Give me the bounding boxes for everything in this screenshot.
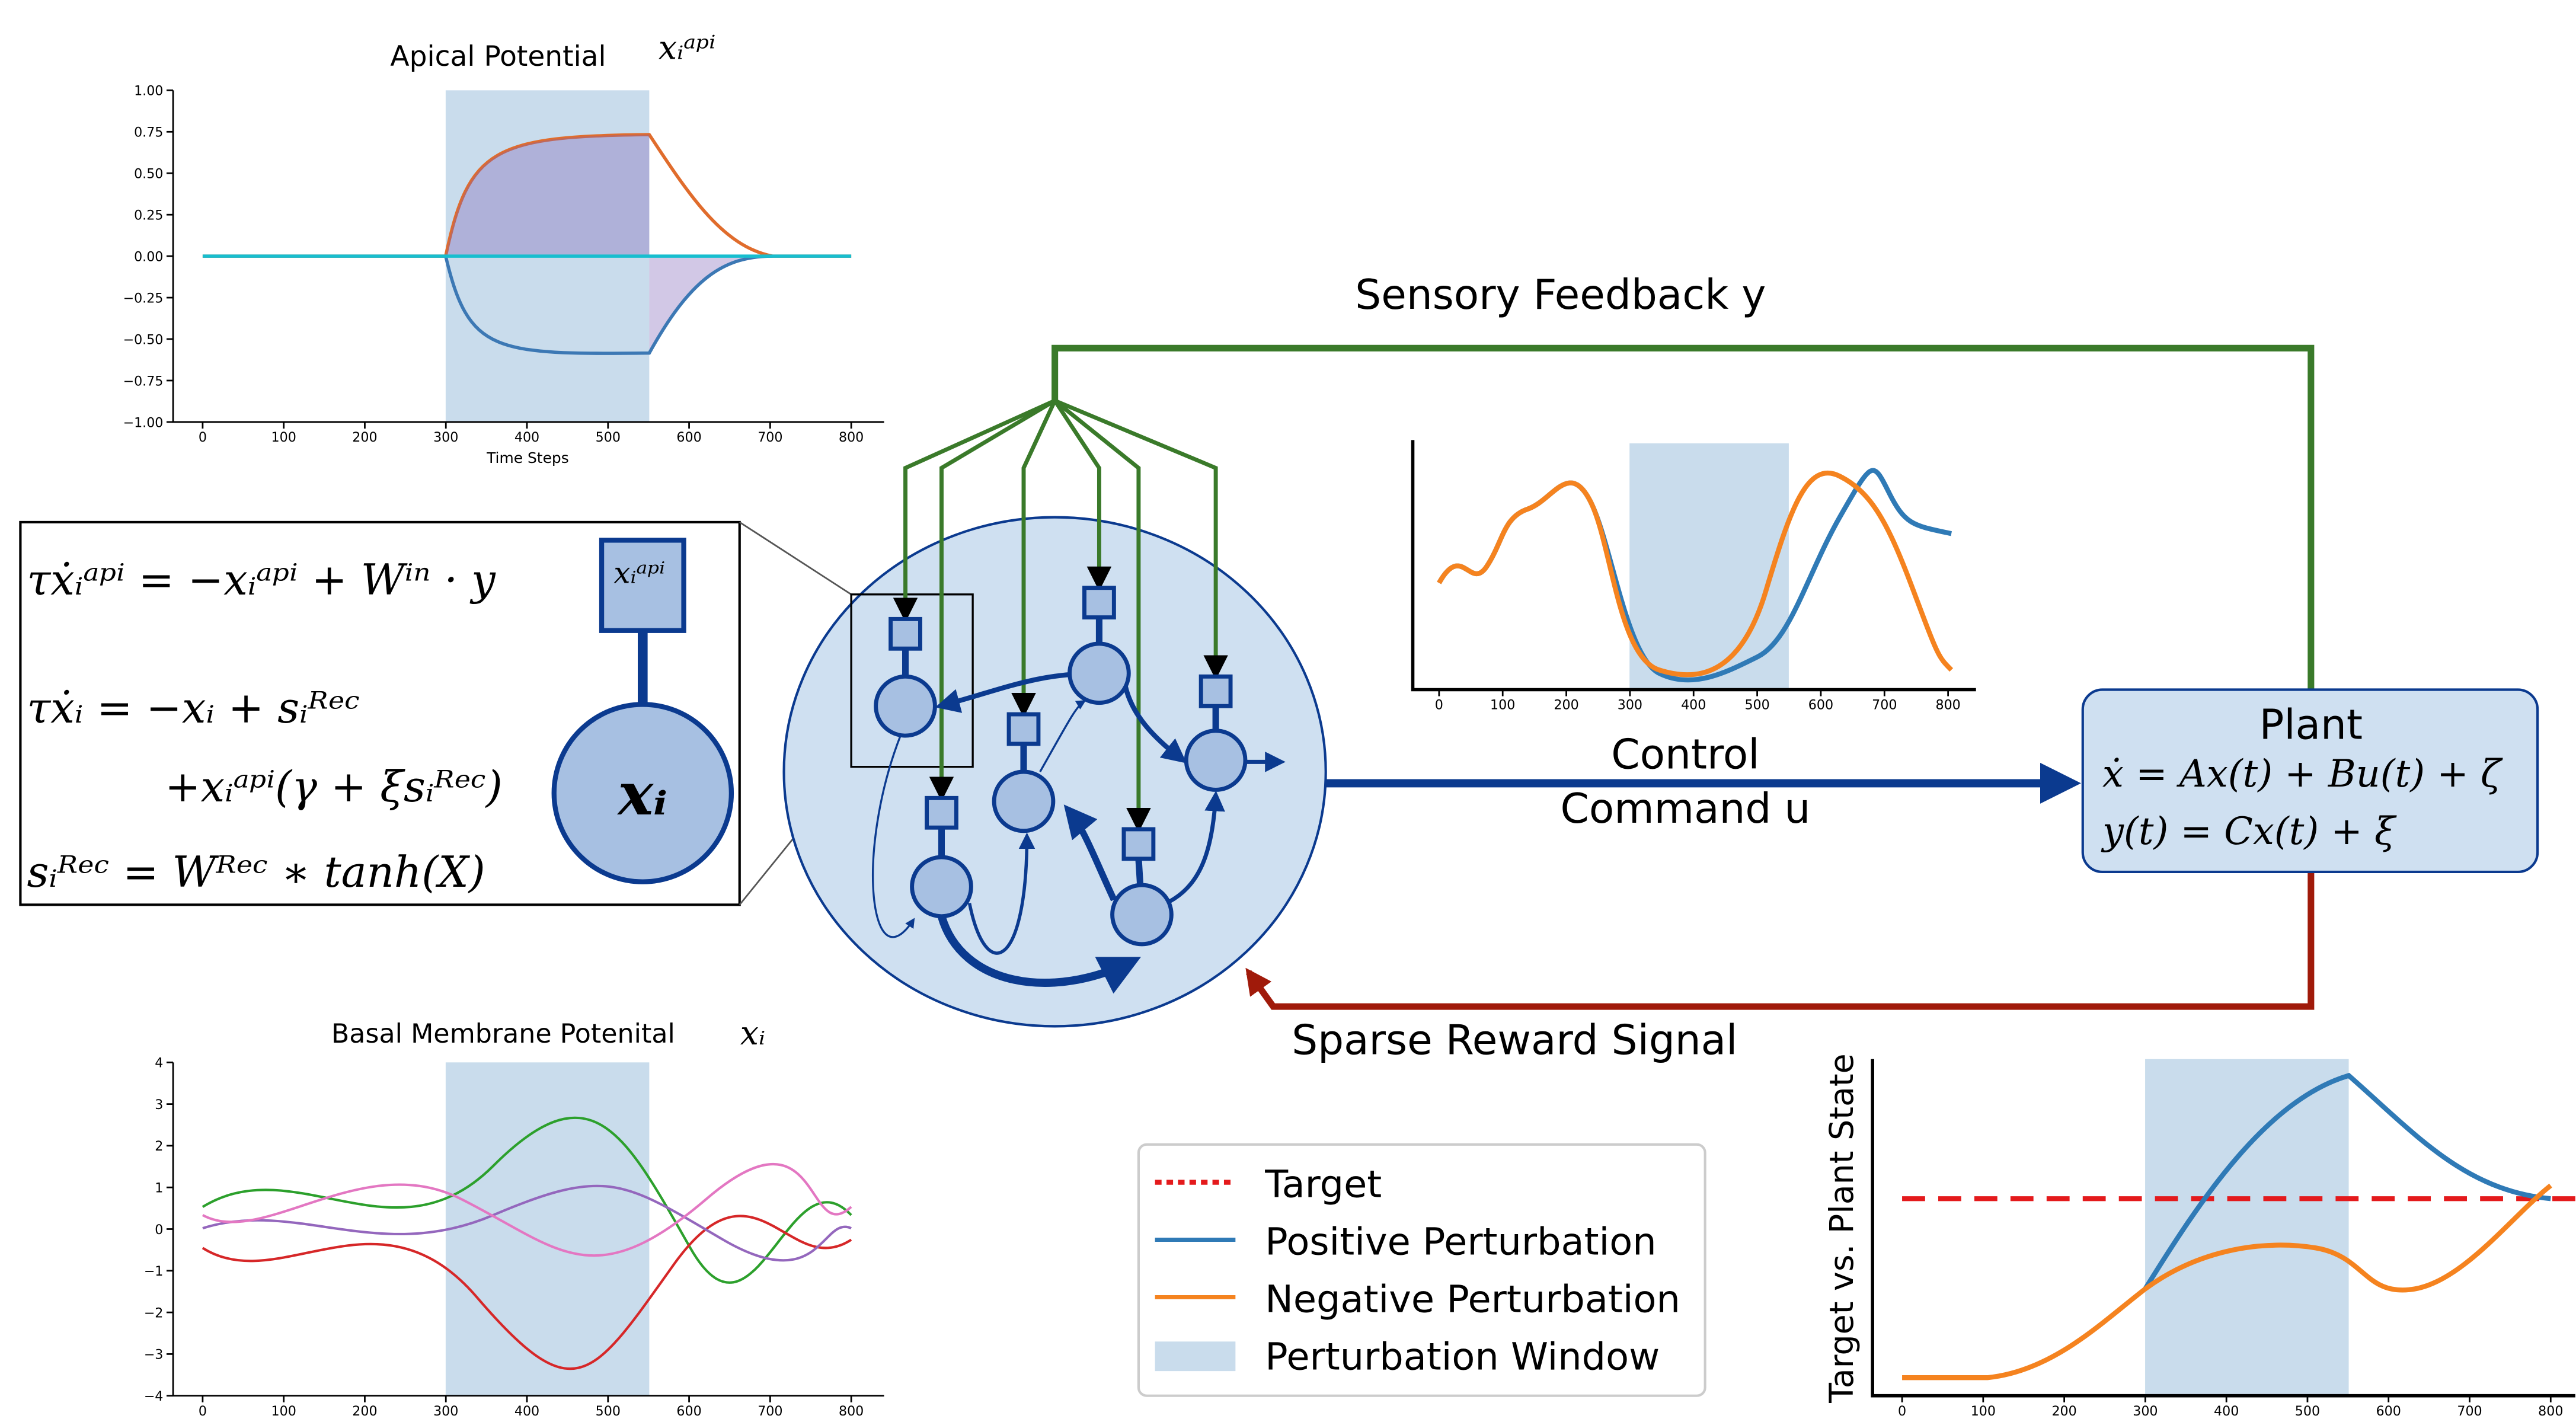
x-tick-label: 300 (2133, 1404, 2158, 1419)
label: xᵢ (740, 1015, 765, 1053)
y-tick-label: −4 (144, 1389, 164, 1404)
x-tick-label: 800 (2538, 1404, 2563, 1419)
x-tick-label: 300 (1618, 698, 1642, 713)
y-tick-label: 0 (155, 1222, 163, 1238)
x-tick-label: 0 (1435, 698, 1443, 713)
y-tick-label: −0.25 (123, 290, 164, 306)
y-tick-label: 2 (155, 1139, 163, 1154)
x-tick-label: 100 (271, 430, 296, 445)
y-tick-label: −1.00 (123, 415, 164, 430)
label: τẋᵢᵃᵖⁱ = −xᵢᵃᵖⁱ + Wⁱⁿ · y (27, 555, 496, 605)
x-tick-label: 500 (1744, 698, 1769, 713)
page: {"apical_panel":{"title":"Apical Potenti… (0, 0, 2576, 1422)
x-tick-label: 300 (433, 1404, 458, 1419)
node (912, 857, 971, 916)
line (740, 522, 851, 595)
x-tick-label: 800 (839, 430, 864, 445)
label: Command u (1560, 785, 1810, 833)
x-tick-label: 400 (1681, 698, 1706, 713)
node (1186, 731, 1245, 790)
y-tick-label: 1.00 (134, 84, 163, 99)
label: Sparse Reward Signal (1292, 1017, 1737, 1064)
y-tick-label: −1 (144, 1264, 164, 1279)
x-tick-label: 500 (596, 1404, 621, 1419)
y-tick-label: 4 (155, 1056, 163, 1071)
x-tick-label: 700 (1872, 698, 1897, 713)
label: Time Steps (486, 449, 569, 466)
shape (2145, 1059, 2349, 1396)
shape (1124, 829, 1153, 859)
figure: Apical Potential xᵢᵃᵖⁱ Time Steps Basal … (0, 0, 2576, 1422)
x-tick-label: 100 (1971, 1404, 1996, 1419)
x-tick-label: 500 (596, 430, 621, 445)
y-tick-label: −3 (144, 1347, 164, 1363)
label: y(t) = Cx(t) + ξ (2101, 810, 2397, 854)
label: sᵢᴿᵉᶜ = Wᴿᵉᶜ ∗ tanh(X) (27, 847, 485, 897)
x-tick-label: 200 (2051, 1404, 2076, 1419)
shape (1009, 714, 1038, 744)
shape (891, 619, 921, 648)
node (994, 772, 1053, 831)
connector (1249, 872, 2311, 1006)
x-tick-label: 800 (1935, 698, 1960, 713)
y-tick-label: 3 (155, 1097, 163, 1113)
x-tick-label: 200 (1554, 698, 1578, 713)
label: Plant (2259, 702, 2363, 749)
x-tick-label: 600 (2376, 1404, 2401, 1419)
label: Negative Perturbation (1265, 1277, 1680, 1321)
label: xᵢ (617, 759, 667, 829)
label: ẋ = Ax(t) + Bu(t) + ζ (2102, 752, 2503, 796)
x-tick-label: 0 (1898, 1404, 1906, 1419)
y-tick-label: −0.75 (123, 373, 164, 389)
label: Perturbation Window (1265, 1335, 1660, 1379)
x-tick-label: 600 (676, 430, 701, 445)
x-tick-label: 700 (758, 430, 782, 445)
label: Target vs. Plant State (1823, 1053, 1861, 1404)
x-tick-label: 200 (352, 1404, 377, 1419)
x-tick-label: 200 (352, 430, 377, 445)
node (876, 676, 935, 736)
label: Target (1264, 1162, 1382, 1206)
shape (1084, 588, 1114, 618)
label: xᵢᵃᵖⁱ (613, 555, 665, 590)
shape (446, 1062, 650, 1395)
line (1139, 859, 1140, 885)
label: xᵢᵃᵖⁱ (659, 30, 715, 68)
x-tick-label: 700 (2457, 1404, 2482, 1419)
label: τẋᵢ = −xᵢ + sᵢᴿᵉᶜ (27, 683, 360, 733)
x-tick-label: 100 (1490, 698, 1515, 713)
label: Positive Perturbation (1265, 1220, 1656, 1264)
x-tick-label: 800 (839, 1404, 864, 1419)
y-tick-label: 0.50 (134, 167, 163, 182)
shape (927, 798, 957, 827)
x-tick-label: 600 (676, 1404, 701, 1419)
x-tick-label: 400 (514, 1404, 539, 1419)
y-tick-label: 0.75 (134, 125, 163, 140)
x-tick-label: 400 (514, 430, 539, 445)
y-tick-label: −2 (144, 1305, 164, 1321)
label: +xᵢᵃᵖⁱ(γ + ξsᵢᴿᵉᶜ) (165, 762, 503, 811)
node (1113, 885, 1172, 944)
x-tick-label: 0 (199, 430, 207, 445)
y-tick-label: 1 (155, 1181, 163, 1196)
node (1070, 644, 1129, 703)
label: Control (1611, 731, 1759, 778)
x-tick-label: 300 (433, 430, 458, 445)
shape (1201, 676, 1231, 706)
y-tick-label: −0.50 (123, 332, 164, 347)
x-tick-label: 100 (271, 1404, 296, 1419)
y-tick-label: 0.25 (134, 208, 163, 223)
x-tick-label: 0 (199, 1404, 207, 1419)
label: Sensory Feedback y (1355, 271, 1766, 319)
x-tick-label: 500 (2295, 1404, 2320, 1419)
x-tick-label: 600 (1808, 698, 1833, 713)
x-tick-label: 400 (2214, 1404, 2239, 1419)
y-tick-label: 0.00 (134, 249, 163, 264)
shape (1155, 1341, 1236, 1371)
label: Basal Membrane Potenital (331, 1019, 675, 1049)
x-tick-label: 700 (758, 1404, 782, 1419)
label: Apical Potential (390, 40, 606, 73)
